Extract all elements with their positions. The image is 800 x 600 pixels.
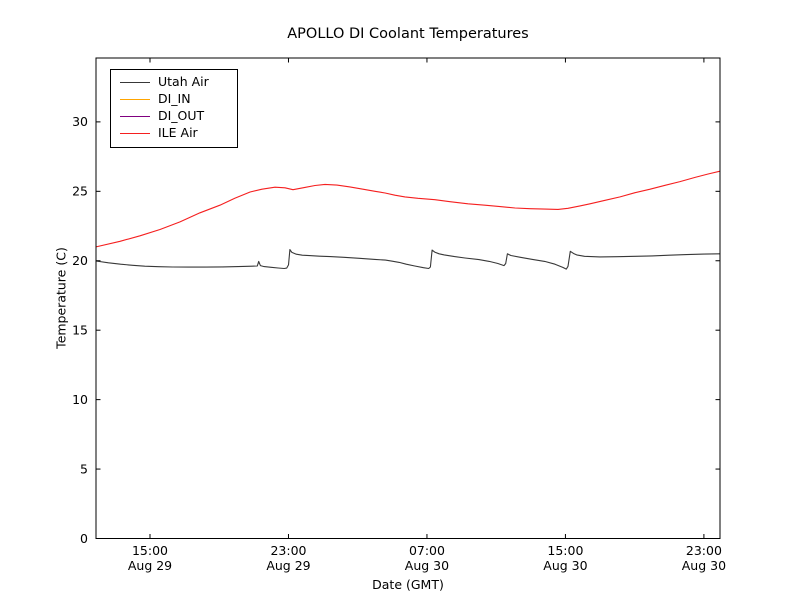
x-tick-label-time: 23:00 — [270, 543, 306, 558]
x-tick-label-date: Aug 30 — [405, 558, 449, 573]
legend-label: DI_IN — [158, 91, 191, 107]
x-tick-label-time: 15:00 — [547, 543, 583, 558]
x-axis-label: Date (GMT) — [372, 577, 444, 592]
legend-label: Utah Air — [158, 74, 209, 90]
legend-label: DI_OUT — [158, 108, 205, 124]
legend-line-sample-ile-air — [120, 133, 150, 134]
chart-title: APOLLO DI Coolant Temperatures — [287, 26, 529, 42]
legend-line-sample-utah-air — [120, 82, 150, 83]
legend-line-sample-di-in — [120, 99, 150, 100]
x-tick-label-date: Aug 29 — [266, 558, 310, 573]
y-tick-label: 30 — [72, 114, 88, 129]
y-tick-label: 10 — [72, 392, 88, 407]
series-line-utah-air — [95, 249, 721, 270]
x-tick-label-time: 23:00 — [686, 543, 722, 558]
x-tick-label-date: Aug 29 — [128, 558, 172, 573]
y-tick-label: 25 — [72, 184, 88, 199]
x-tick-label-date: Aug 30 — [682, 558, 726, 573]
legend: Utah Air DI_IN DI_OUT ILE Air — [110, 69, 238, 148]
legend-item-ile-air: ILE Air — [111, 125, 237, 142]
x-tick-label-date: Aug 30 — [543, 558, 587, 573]
y-tick-label: 15 — [72, 322, 88, 337]
series-line-ile-air — [95, 170, 721, 248]
legend-item-di-in: DI_IN — [111, 91, 237, 108]
x-tick-label-time: 15:00 — [132, 543, 168, 558]
y-tick-label: 20 — [72, 253, 88, 268]
legend-label: ILE Air — [158, 125, 198, 141]
legend-item-di-out: DI_OUT — [111, 108, 237, 125]
y-tick-label: 5 — [80, 461, 88, 476]
y-tick-label: 0 — [80, 531, 88, 546]
legend-item-utah-air: Utah Air — [111, 74, 237, 91]
x-tick-label-time: 07:00 — [409, 543, 445, 558]
legend-line-sample-di-out — [120, 116, 150, 117]
plot-border — [95, 57, 721, 539]
